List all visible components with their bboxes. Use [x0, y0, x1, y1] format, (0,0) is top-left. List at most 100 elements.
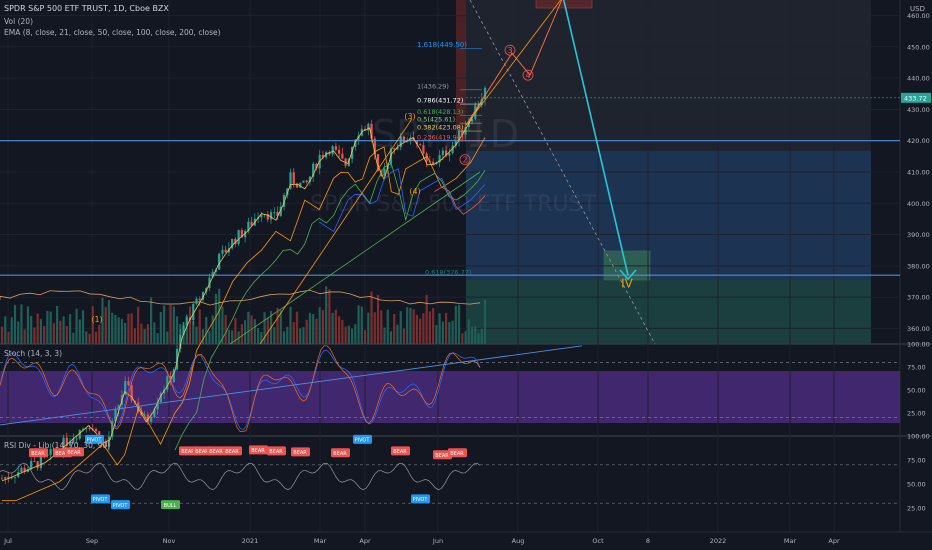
volume-bar: [373, 312, 376, 344]
volume-bar: [221, 306, 224, 344]
rsi-signal-label: PIVOT: [93, 497, 109, 503]
price-tick-label: 450.00: [907, 43, 930, 51]
rsi-signal-label: BEAR: [67, 450, 81, 456]
candle-body: [266, 214, 269, 220]
time-tick-label: Mar: [784, 537, 797, 545]
candle-body: [185, 317, 188, 326]
stoch-band: [0, 371, 900, 423]
candle-body: [276, 212, 279, 216]
candle-body: [49, 449, 52, 455]
volume-bar: [289, 306, 292, 344]
candle-body: [237, 230, 240, 244]
ema-line-0: [2, 137, 486, 501]
volume-bar: [10, 317, 13, 344]
volume-bar: [357, 305, 360, 344]
candle-body: [75, 438, 78, 440]
rsi-indicator-label[interactable]: RSI Div - Lib (14, 70, 30, 90): [4, 441, 111, 450]
volume-bar: [0, 326, 4, 344]
candle-body: [62, 437, 65, 453]
wave-label: 4: [525, 71, 530, 80]
candle-body: [7, 476, 10, 479]
volume-bar: [46, 311, 49, 344]
volume-bar: [192, 320, 195, 344]
candle-body: [415, 140, 419, 145]
volume-bar: [234, 318, 237, 344]
symbol-title[interactable]: SPDR S&P 500 ETF TRUST, 1D, Cboe BZX: [4, 4, 169, 13]
target-zone-green[interactable]: [466, 280, 871, 344]
fib-level-label: 0.786(431.72): [417, 97, 463, 105]
volume-bar: [65, 326, 68, 344]
volume-bar: [20, 304, 23, 344]
volume-bar: [98, 324, 101, 344]
price-tick-label: 440.00: [907, 75, 930, 83]
candle-body: [0, 478, 4, 480]
price-tick-label: 430.00: [907, 106, 930, 114]
volume-bar: [402, 328, 406, 344]
projection-arrow-head: [619, 269, 637, 281]
volume-bar: [389, 331, 393, 344]
candle-body: [68, 442, 72, 446]
candle-body: [402, 136, 406, 143]
candle-body: [218, 253, 221, 270]
time-tick-label: Jul: [3, 537, 12, 545]
volume-bar: [370, 291, 373, 344]
volume-bar: [218, 288, 221, 344]
ema-indicator-label[interactable]: EMA (8, close, 21, close, 50, close, 100…: [4, 28, 221, 37]
wave-label: (4): [409, 187, 420, 196]
candle-body: [4, 476, 7, 479]
candle-body: [286, 188, 289, 195]
rsi-signal-label: PIVOT: [87, 438, 103, 444]
price-tick-label: 460.00: [907, 12, 930, 20]
volume-bar: [39, 319, 42, 344]
volume-bar: [4, 316, 7, 344]
candle-body: [370, 123, 373, 139]
volume-bar: [480, 328, 483, 344]
volume-bar: [133, 328, 137, 344]
volume-bar: [325, 286, 328, 344]
volume-bar: [195, 326, 198, 344]
volume-indicator-label[interactable]: Vol (20): [4, 17, 34, 26]
stoch-indicator-label[interactable]: Stoch (14, 3, 3): [4, 349, 63, 358]
rsi-signal-badge: [161, 500, 180, 510]
volume-bar: [169, 305, 172, 344]
candle-body: [137, 402, 140, 412]
volume-bar: [91, 306, 94, 344]
rsi-signal-badge: [353, 434, 372, 444]
volume-bar: [363, 330, 367, 344]
candle-body: [260, 214, 263, 218]
candle-body: [208, 277, 211, 289]
wave-label: 3: [507, 46, 512, 55]
volume-bar: [334, 309, 337, 344]
rsi-line: [0, 462, 481, 491]
price-tick-label: 400.00: [907, 200, 930, 208]
volume-bar: [328, 289, 331, 344]
candle-body: [166, 376, 169, 390]
candle-body: [406, 140, 409, 143]
candle-body: [143, 414, 146, 416]
rsi-tick-label: 75.00: [907, 457, 926, 465]
candle-body: [111, 420, 114, 437]
candle-body: [124, 380, 127, 395]
volume-bar: [162, 305, 166, 344]
candle-body: [302, 180, 305, 183]
volume-bar: [467, 319, 470, 344]
volume-bar: [305, 319, 308, 344]
candle-body: [367, 123, 370, 131]
volume-bar: [464, 331, 467, 344]
candle-body: [457, 130, 461, 142]
candle-body: [221, 249, 224, 254]
volume-bar: [302, 327, 305, 344]
wave-label: 2: [462, 156, 467, 165]
rsi-signal-badge: [249, 445, 268, 455]
volume-bar: [59, 320, 62, 344]
volume-bar: [256, 327, 260, 344]
time-tick-label: 8: [646, 537, 650, 545]
time-tick-label: Sep: [86, 537, 98, 545]
volume-bar: [68, 314, 72, 344]
volume-bar: [43, 326, 46, 344]
volume-bar: [231, 330, 234, 344]
stoch-tick-label: 25.00: [907, 410, 926, 418]
volume-bar: [266, 317, 269, 344]
volume-bar: [409, 307, 412, 344]
